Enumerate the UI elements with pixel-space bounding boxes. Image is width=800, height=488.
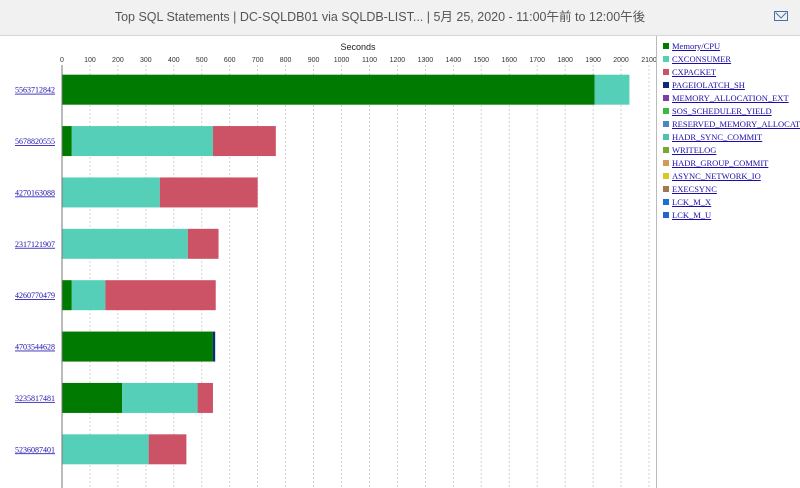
legend-label[interactable]: LCK_M_X [672, 196, 712, 207]
x-tick-label: 200 [112, 57, 124, 64]
bar-segment[interactable] [159, 177, 258, 208]
x-tick-label: 1800 [557, 57, 573, 64]
legend-swatch [663, 133, 669, 140]
sql-statement-link[interactable]: 2317121907 [15, 240, 55, 249]
legend-item[interactable]: WRITELOG [657, 143, 800, 156]
legend-item[interactable]: MEMORY_ALLOCATION_EXT [657, 91, 800, 104]
bar-segment[interactable] [197, 382, 213, 413]
x-tick-label: 1200 [390, 57, 406, 64]
legend-item[interactable]: LCK_M_U [657, 208, 800, 221]
x-tick-label: 1700 [529, 57, 545, 64]
legend-swatch [663, 185, 669, 192]
x-tick-label: 1900 [585, 57, 601, 64]
legend-item[interactable]: EXECSYNC [657, 182, 800, 195]
sql-statement-link[interactable]: 3235817481 [15, 394, 55, 403]
legend-label[interactable]: PAGEIOLATCH_SH [672, 79, 745, 90]
legend-item[interactable]: ASYNC_NETWORK_IO [657, 169, 800, 182]
x-tick-label: 600 [224, 57, 236, 64]
x-tick-label: 2100 [641, 57, 656, 64]
legend-swatch [663, 42, 669, 49]
x-tick-label: 1600 [501, 57, 517, 64]
x-tick-label: 300 [140, 57, 152, 64]
x-tick-label: 2000 [613, 57, 629, 64]
x-tick-label: 1500 [473, 57, 489, 64]
legend-swatch [663, 55, 669, 62]
legend-swatch [663, 94, 669, 101]
x-tick-label: 1100 [362, 57, 377, 64]
sql-statement-link[interactable]: 5678820555 [15, 137, 55, 146]
bar-segment[interactable] [212, 331, 216, 362]
legend-item[interactable]: LCK_M_X [657, 195, 800, 208]
bar-segment[interactable] [62, 434, 149, 465]
legend-label[interactable]: CXPACKET [672, 66, 717, 77]
legend-label[interactable]: Memory/CPU [672, 40, 721, 51]
legend-label[interactable]: HADR_SYNC_COMMIT [672, 131, 763, 142]
legend-swatch [663, 146, 669, 153]
legend-item[interactable]: HADR_SYNC_COMMIT [657, 130, 800, 143]
bar-segment[interactable] [105, 280, 216, 311]
legend-label[interactable]: SOS_SCHEDULER_YIELD [672, 105, 772, 116]
bar-segment[interactable] [122, 382, 198, 413]
legend-swatch [663, 211, 669, 218]
sql-statement-link[interactable]: 4270163088 [15, 188, 55, 197]
bar-segment[interactable] [212, 126, 276, 157]
sql-statement-link[interactable]: 5236087401 [15, 445, 55, 454]
legend-label[interactable]: CXCONSUMER [672, 53, 732, 64]
legend-label[interactable]: WRITELOG [672, 144, 717, 155]
bar-segment[interactable] [62, 228, 188, 259]
x-tick-label: 500 [196, 57, 208, 64]
legend-item[interactable]: HADR_GROUP_COMMIT [657, 156, 800, 169]
x-tick-label: 0 [60, 57, 64, 64]
legend-swatch [663, 159, 669, 166]
legend-item[interactable]: PAGEIOLATCH_SH [657, 78, 800, 91]
legend-item[interactable]: CXCONSUMER [657, 52, 800, 65]
legend-item[interactable]: CXPACKET [657, 65, 800, 78]
legend-item[interactable]: RESERVED_MEMORY_ALLOCATI [657, 117, 800, 130]
x-tick-label: 400 [168, 57, 180, 64]
legend-swatch [663, 107, 669, 114]
top-sql-chart: Seconds 0 100 200 300 400 500 600 700 800 900 1000… [15, 42, 656, 488]
legend-label[interactable]: LCK_M_U [672, 209, 712, 220]
x-tick-label: 900 [308, 57, 320, 64]
legend-swatch [663, 68, 669, 75]
mail-icon[interactable] [774, 11, 788, 21]
chart-legend: Memory/CPU CXCONSUMER CXPACKET PAGEIOLATCH_… [656, 36, 800, 488]
x-axis-label: Seconds [340, 42, 376, 52]
x-tick-label: 700 [252, 57, 264, 64]
x-tick-label: 1300 [418, 57, 434, 64]
bar-segment[interactable] [62, 382, 123, 413]
bar-segment[interactable] [187, 228, 219, 259]
sql-statement-link[interactable]: 5563712842 [15, 86, 55, 95]
bar-segment[interactable] [62, 177, 160, 208]
sql-statement-link[interactable]: 4260770479 [15, 291, 55, 300]
legend-label[interactable]: EXECSYNC [672, 183, 717, 194]
header-bar: Top SQL Statements | DC-SQLDB01 via SQLD… [0, 0, 800, 36]
bar-segment[interactable] [62, 331, 213, 362]
bar-segment[interactable] [62, 126, 72, 157]
bar-segment[interactable] [62, 74, 595, 105]
legend-label[interactable]: MEMORY_ALLOCATION_EXT [672, 92, 789, 103]
legend-label[interactable]: RESERVED_MEMORY_ALLOCATI [672, 118, 800, 129]
x-tick-label: 1000 [334, 57, 350, 64]
legend-item[interactable]: SOS_SCHEDULER_YIELD [657, 104, 800, 117]
legend-swatch [663, 120, 669, 127]
legend-swatch [663, 172, 669, 179]
x-tick-label: 100 [84, 57, 96, 64]
legend-item[interactable]: Memory/CPU [657, 39, 800, 52]
legend-label[interactable]: HADR_GROUP_COMMIT [672, 157, 769, 168]
bar-segment[interactable] [148, 434, 187, 465]
bar-segment[interactable] [71, 280, 106, 311]
bar-segment[interactable] [594, 74, 630, 105]
legend-label[interactable]: ASYNC_NETWORK_IO [672, 170, 761, 181]
bar-segment[interactable] [71, 126, 213, 157]
sql-statement-link[interactable]: 4703544628 [15, 343, 55, 352]
legend-swatch [663, 198, 669, 205]
page-title: Top SQL Statements | DC-SQLDB01 via SQLD… [114, 10, 646, 24]
x-tick-label: 1400 [446, 57, 462, 64]
bar-segment[interactable] [62, 280, 72, 311]
x-tick-label: 800 [280, 57, 292, 64]
legend-swatch [663, 81, 669, 88]
